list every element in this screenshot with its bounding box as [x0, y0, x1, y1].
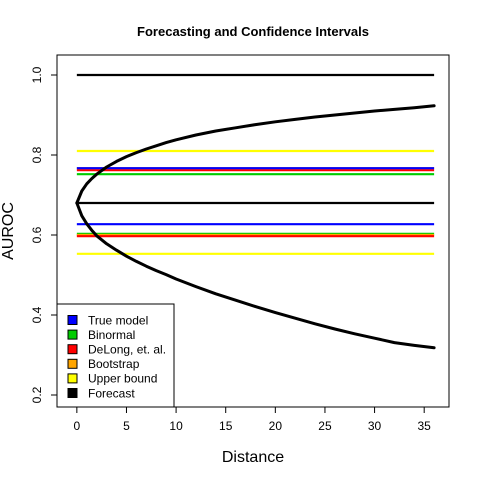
x-tick-label: 5: [123, 419, 130, 433]
legend-label: Bootstrap: [88, 357, 140, 371]
legend-label: Binormal: [88, 328, 135, 342]
series-layer: [75, 73, 436, 350]
y-tick-label: 0.4: [30, 306, 44, 323]
x-axis-title: Distance: [222, 449, 284, 466]
legend-swatch: [67, 358, 78, 369]
legend-swatch: [67, 388, 78, 398]
legend-swatch: [67, 344, 78, 355]
legend-label: Upper bound: [88, 372, 157, 386]
x-tick-label: 10: [169, 419, 183, 433]
y-tick-label: 0.6: [30, 226, 44, 243]
x-tick-label: 0: [74, 419, 81, 433]
x-tick-label: 30: [368, 419, 382, 433]
legend-label: DeLong, et. al.: [88, 343, 166, 357]
forecast-lower-curve: [75, 201, 436, 350]
x-tick-label: 20: [269, 419, 283, 433]
legend-swatch: [67, 315, 78, 325]
x-tick-label: 15: [219, 419, 233, 433]
forecast-upper-curve: [75, 104, 436, 205]
legend-swatch: [67, 373, 78, 384]
y-axis-title: AUROC: [0, 202, 17, 260]
x-axis: 0 5 10 15 20 25 30 35: [74, 406, 432, 433]
y-axis: 0.2 0.4 0.6 0.8 1.0: [30, 66, 58, 403]
y-tick-label: 1.0: [30, 66, 44, 83]
legend-swatch: [67, 329, 78, 340]
legend-label: Forecast: [88, 386, 135, 400]
chart-title: Forecasting and Confidence Intervals: [137, 24, 369, 39]
x-tick-label: 25: [318, 419, 332, 433]
x-tick-label: 35: [418, 419, 432, 433]
legend-label: True model: [88, 313, 148, 327]
y-tick-label: 0.2: [30, 386, 44, 403]
y-tick-label: 0.8: [30, 146, 44, 163]
